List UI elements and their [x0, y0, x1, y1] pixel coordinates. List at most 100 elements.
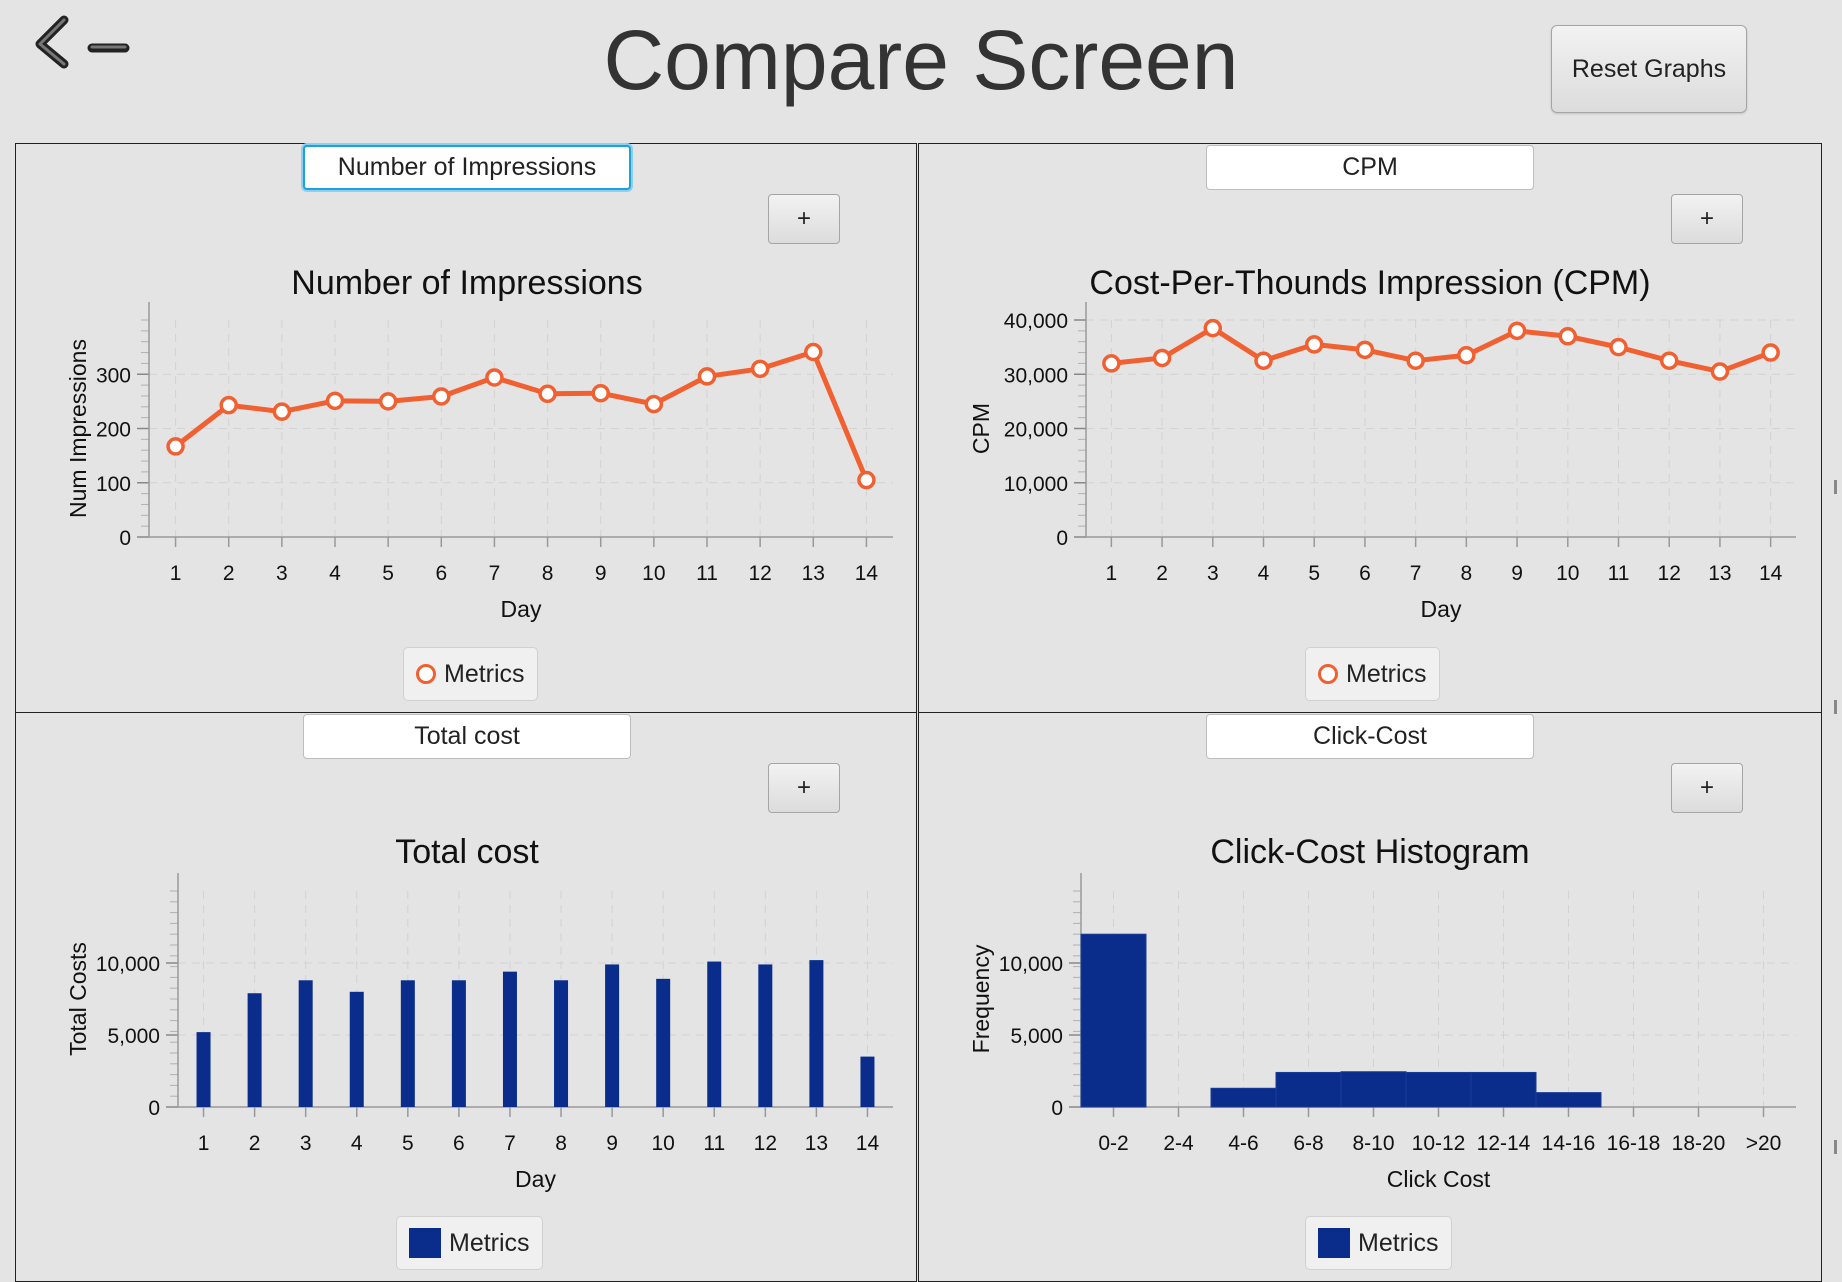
x-tick-label: 10	[651, 1132, 674, 1155]
data-point	[1761, 343, 1780, 362]
reset-graphs-button[interactable]: Reset Graphs	[1551, 25, 1747, 113]
y-axis-label: Num Impressions	[65, 339, 91, 518]
chart-panel-total-cost: + Total cost05,00010,0001234567891011121…	[15, 712, 917, 1282]
data-point	[804, 342, 823, 362]
x-tick-label: 18-20	[1672, 1132, 1726, 1155]
bar	[298, 980, 313, 1107]
bar	[1405, 1071, 1472, 1108]
x-tick-label: 4	[351, 1132, 363, 1155]
chart-title: Total cost	[395, 833, 539, 871]
y-tick-label: 30,000	[1004, 364, 1068, 387]
scrollbar-tick	[1834, 700, 1837, 714]
y-tick-label: 0	[1051, 1097, 1063, 1120]
chart-legend: Metrics	[1305, 647, 1440, 701]
y-axis-label: CPM	[968, 403, 994, 454]
x-tick-label: 13	[802, 562, 825, 585]
x-tick-label: 8	[1461, 562, 1473, 585]
x-tick-label: 10	[1556, 562, 1579, 585]
x-tick-label: 7	[489, 562, 501, 585]
metric-select-field[interactable]	[1206, 145, 1534, 190]
metric-select-field[interactable]	[303, 714, 631, 759]
x-tick-label: 0-2	[1098, 1132, 1128, 1155]
legend-square-icon	[409, 1228, 441, 1258]
y-tick-label: 10,000	[96, 953, 160, 976]
chart-grid	[141, 319, 893, 538]
data-point	[538, 384, 557, 404]
bar	[502, 971, 517, 1107]
x-tick-label: 11	[696, 562, 718, 585]
data-point	[1710, 362, 1730, 381]
chart-title: Cost-Per-Thounds Impression (CPM)	[1089, 264, 1650, 302]
x-tick-label: 2	[1156, 562, 1168, 585]
x-tick-label: 12	[1658, 562, 1681, 585]
chart-panel-cpm: + Cost-Per-Thounds Impression (CPM) 0 10,0…	[918, 143, 1822, 713]
x-tick-label: >20	[1746, 1132, 1782, 1155]
x-tick-label: 10	[642, 562, 665, 585]
x-tick-label: 4	[1258, 562, 1270, 585]
metric-select-field[interactable]	[303, 145, 631, 190]
y-axis-label: Frequency	[968, 944, 994, 1053]
x-tick-label: 12	[754, 1132, 777, 1155]
chart-legend: Metrics	[396, 1216, 543, 1270]
data-point	[378, 392, 398, 411]
add-series-button[interactable]: +	[768, 763, 840, 813]
y-tick-label: 200	[96, 419, 131, 442]
x-tick-label: 5	[402, 1132, 414, 1155]
chart-panel-click-cost: + Click-Cost Histogram 0 5,000 10,000 0-2 2-4…	[918, 712, 1822, 1282]
data-point	[1254, 351, 1273, 370]
y-tick-label: 0	[148, 1097, 160, 1120]
x-tick-label: 14	[1759, 562, 1783, 585]
chart-grid	[170, 890, 893, 1108]
bar	[1535, 1092, 1602, 1108]
x-tick-label: 3	[300, 1132, 312, 1155]
y-tick-label: 40,000	[1004, 310, 1068, 333]
x-tick-label: 4	[329, 562, 341, 585]
bar	[758, 964, 773, 1107]
y-axis-label: Total Costs	[65, 942, 91, 1056]
x-tick-label: 5	[1308, 562, 1320, 585]
scrollbar-tick	[1834, 1140, 1837, 1154]
x-tick-label: 6	[1359, 562, 1371, 585]
data-point	[166, 437, 185, 456]
back-arrow-icon	[35, 15, 130, 69]
data-point	[1507, 321, 1527, 341]
y-tick-label: 0	[119, 527, 131, 550]
x-tick-label: 9	[595, 562, 607, 585]
back-button[interactable]	[30, 14, 140, 70]
bar	[605, 964, 620, 1107]
data-point	[432, 387, 451, 406]
add-series-button[interactable]: +	[1671, 194, 1743, 244]
x-tick-label: 13	[1708, 562, 1731, 585]
data-point	[1304, 335, 1324, 354]
x-tick-label: 11	[703, 1132, 725, 1155]
scrollbar-tick	[1834, 480, 1837, 494]
data-point	[1406, 351, 1425, 370]
chart-title: Number of Impressions	[291, 264, 642, 302]
x-tick-label: 6-8	[1293, 1132, 1323, 1155]
add-series-button[interactable]: +	[1671, 763, 1743, 813]
data-point	[219, 395, 238, 415]
data-point	[644, 394, 664, 414]
data-point	[1558, 327, 1578, 346]
x-tick-label: 7	[1410, 562, 1422, 585]
chart-grid	[1078, 319, 1796, 538]
bar	[809, 960, 824, 1107]
y-tick-label: 300	[96, 364, 131, 387]
metric-select-field[interactable]	[1206, 714, 1534, 759]
legend-label: Metrics	[1346, 659, 1427, 688]
chart-legend: Metrics	[1305, 1216, 1452, 1270]
data-point	[485, 368, 504, 387]
x-tick-label: 8	[542, 562, 554, 585]
data-point	[1457, 346, 1476, 365]
data-point	[1355, 340, 1375, 360]
x-tick-label: 10-12	[1412, 1132, 1466, 1155]
bar	[707, 961, 722, 1107]
data-point	[857, 470, 876, 490]
data-point	[1659, 351, 1679, 370]
bar	[400, 980, 415, 1107]
bar	[656, 978, 671, 1107]
add-series-button[interactable]: +	[768, 194, 840, 244]
click-cost-histogram: Click-Cost Histogram 0 5,000 10,000 0-2 2-4 4-…	[968, 833, 1796, 1192]
bar	[1470, 1071, 1537, 1108]
x-tick-label: 14-16	[1542, 1132, 1596, 1155]
